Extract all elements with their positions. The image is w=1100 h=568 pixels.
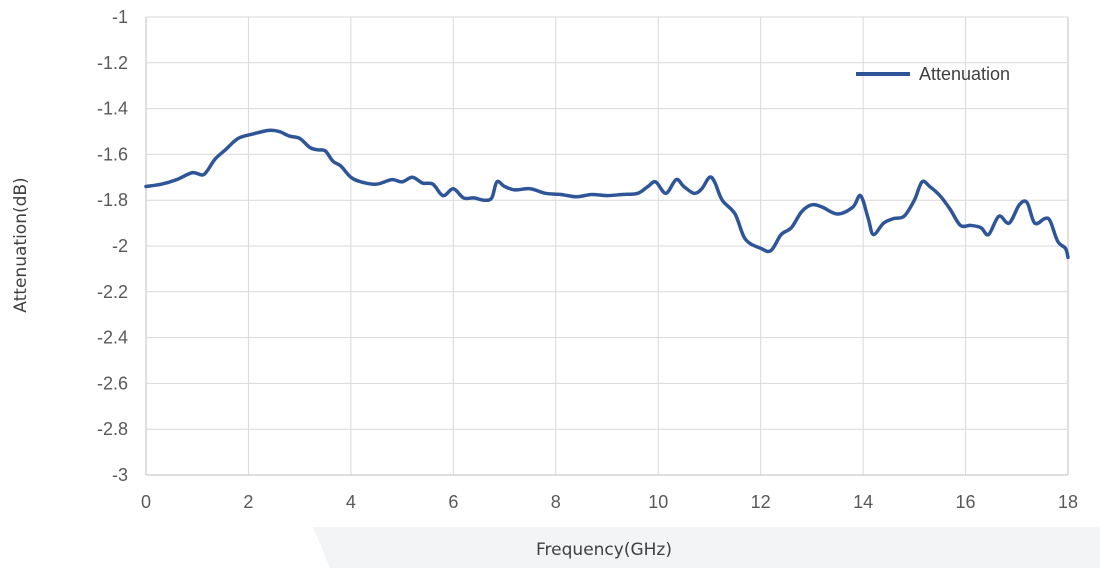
y-tick-label: -1.2: [97, 53, 128, 73]
horizontal-gridlines: [146, 16, 1068, 476]
y-tick-label: -2.2: [97, 282, 128, 302]
x-tick-label: 6: [448, 492, 458, 512]
y-tick-label: -2.6: [97, 373, 128, 393]
x-axis-title: Frequency(GHz): [536, 540, 672, 560]
y-tick-label: -1.4: [97, 99, 128, 119]
series-line-attenuation: [144, 128, 1070, 260]
legend: Attenuation: [856, 64, 1010, 84]
x-tick-label: 4: [346, 492, 356, 512]
x-tick-label: 12: [751, 492, 771, 512]
x-tick-labels: 0 2 4 6 8 10 12 14 16 18: [141, 492, 1078, 512]
y-tick-label: -2.4: [97, 328, 128, 348]
y-tick-label: -1.8: [97, 190, 128, 210]
x-tick-label: 18: [1058, 492, 1078, 512]
xlabel-background: [313, 527, 1100, 568]
y-tick-label: -2.8: [97, 419, 128, 439]
y-tick-label: -3: [112, 465, 128, 485]
y-tick-label: -2: [112, 236, 128, 256]
x-tick-label: 8: [551, 492, 561, 512]
x-tick-label: 10: [648, 492, 668, 512]
x-tick-label: 2: [243, 492, 253, 512]
legend-label: Attenuation: [919, 64, 1010, 84]
x-tick-label: 0: [141, 492, 151, 512]
y-axis-title: Attenuation(dB): [11, 177, 31, 312]
series-layer: [144, 128, 1070, 260]
x-tick-label: 14: [853, 492, 873, 512]
y-tick-label: -1.6: [97, 144, 128, 164]
y-tick-label: -1: [112, 7, 128, 27]
x-tick-label: 16: [956, 492, 976, 512]
y-tick-labels: -1 -1.2 -1.4 -1.6 -1.8 -2 -2.2 -2.4 -2.6 -2.8 -3: [97, 7, 128, 485]
